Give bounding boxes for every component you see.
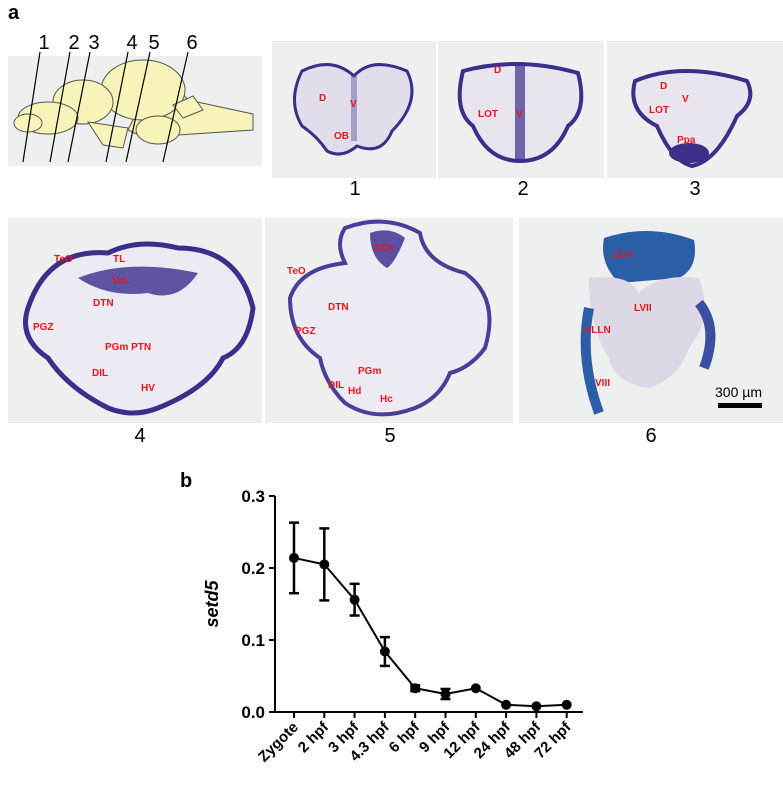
region-label: PGZ	[295, 326, 316, 337]
region-label: D	[660, 81, 668, 92]
y-tick-label: 0.1	[241, 631, 265, 650]
y-tick-label: 0.2	[241, 559, 265, 578]
x-tick-label: Zygote	[255, 719, 302, 766]
section-3-image: D V LOT Ppa	[607, 41, 783, 178]
region-label: VIII	[595, 378, 611, 389]
region-label: DTN	[328, 302, 349, 313]
y-tick-label: 0.3	[241, 487, 265, 506]
region-label: LVII	[634, 303, 652, 314]
data-point	[531, 701, 542, 712]
y-axis-label: setd5	[202, 580, 222, 628]
region-label: ALLN	[584, 325, 611, 336]
section-5-number: 5	[384, 425, 396, 447]
region-label: D	[319, 93, 327, 104]
data-point	[470, 683, 481, 694]
section-4-image: TeO TL VaL DTN PGZ PGm PTN DIL HV	[8, 218, 262, 423]
region-label: CCe	[374, 243, 395, 254]
region-label: LOT	[478, 109, 498, 120]
series-line	[293, 556, 567, 708]
x-tick-label: 6 hpf	[386, 718, 424, 756]
section-6-image: LCa LVII ALLN VIII 300 µm	[519, 218, 783, 423]
region-label: DIL	[328, 380, 345, 391]
data-point	[319, 559, 330, 570]
setd5-expression-chart: b 0.0 0.1 0.2 0.3 setd5 Zygote 2 hpf 3 hpf 4.3 h…	[180, 470, 600, 793]
region-label: LOT	[649, 105, 669, 116]
section-5-image: CCe TeO DTN PGZ PGm DIL Hd Hc	[265, 218, 513, 423]
region-label: OB	[334, 131, 349, 142]
region-label: Hc	[380, 394, 393, 405]
region-label: HV	[141, 383, 155, 394]
section-4-number: 4	[134, 425, 146, 447]
data-point	[379, 646, 390, 657]
section-2-image: D LOT V	[438, 41, 604, 178]
region-label: DIL	[92, 368, 109, 379]
region-label: V	[516, 109, 523, 120]
region-label: PGm	[358, 366, 382, 377]
data-point	[501, 699, 512, 710]
section-2-number: 2	[517, 178, 529, 200]
schematic-line-2: 2	[68, 32, 80, 54]
region-label: LCa	[613, 249, 632, 260]
y-tick-label: 0.0	[241, 703, 265, 722]
region-label: TeO	[287, 266, 306, 277]
schematic-line-4: 4	[126, 32, 138, 54]
scale-bar-label: 300 µm	[715, 384, 762, 400]
region-label: DTN	[93, 298, 114, 309]
region-label: D	[494, 65, 502, 76]
data-point	[349, 594, 360, 605]
region-label: VaL	[112, 276, 130, 287]
region-label: TL	[113, 254, 126, 265]
region-label: Hd	[348, 386, 362, 397]
brain-schematic: 1 2 3 4 5 6	[8, 30, 266, 170]
region-label: PGZ	[33, 322, 54, 333]
region-label: Ppa	[677, 135, 696, 146]
schematic-line-3: 3	[88, 32, 100, 54]
x-tick-label: 2 hpf	[295, 718, 333, 756]
section-1-number: 1	[349, 178, 361, 200]
data-point	[289, 552, 299, 563]
region-label: V	[350, 99, 357, 110]
schematic-line-1: 1	[38, 32, 50, 54]
schematic-line-5: 5	[148, 32, 160, 54]
section-6-number: 6	[645, 425, 657, 447]
section-1-image: D V OB	[272, 41, 436, 178]
panel-b-letter: b	[180, 470, 192, 492]
region-label: PGm PTN	[105, 342, 152, 353]
region-label: TeO	[54, 254, 73, 265]
region-label: V	[682, 94, 689, 105]
schematic-line-6: 6	[186, 32, 198, 54]
data-point	[561, 699, 572, 710]
section-3-number: 3	[689, 178, 701, 200]
data-point	[410, 683, 421, 694]
data-point	[440, 689, 451, 699]
panel-a-letter: a	[8, 2, 20, 24]
